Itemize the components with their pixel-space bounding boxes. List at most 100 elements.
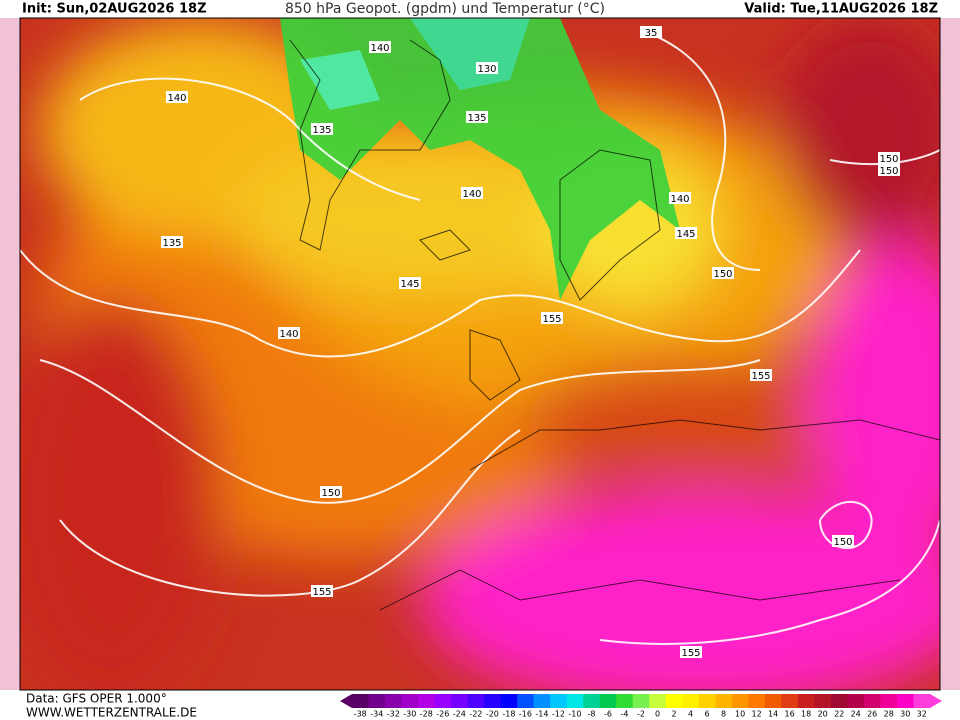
contour-label-box [541, 312, 563, 324]
data-source: Data: GFS OPER 1.000° [26, 692, 167, 706]
contour-label: 140 [670, 194, 689, 205]
contour-labels: 140 130 35 140 135 135 150 150 140 140 135 145 150 14… [161, 26, 900, 659]
colorbar-cell [467, 694, 485, 708]
colorbar-cell [583, 694, 601, 708]
colorbar-end [340, 694, 352, 708]
map-frame [19, 17, 941, 691]
colorbar-label: -38 [354, 710, 367, 719]
colorbar-label: 16 [785, 710, 795, 719]
init-time: Init: Sun,02AUG2026 18Z [22, 2, 207, 17]
colorbar-label: 24 [851, 710, 861, 719]
contour-label: 150 [879, 154, 898, 165]
contour-label-box [161, 236, 183, 248]
colorbar-label: 8 [721, 710, 726, 719]
colorbar-cell [649, 694, 667, 708]
colorbar-cell [352, 694, 370, 708]
colorbar-cell [434, 694, 452, 708]
colorbar-cell [632, 694, 650, 708]
colorbar-cell [698, 694, 716, 708]
contour-label: 135 [162, 238, 181, 249]
contour-label-box [750, 369, 772, 381]
colorbar-cell [451, 694, 469, 708]
contour-label: 135 [467, 113, 486, 124]
map-title: 850 hPa Geopot. (gpdm) und Temperatur (°… [285, 1, 605, 17]
colorbar-label: -22 [469, 710, 482, 719]
contour-label: 150 [321, 488, 340, 499]
contour-label-box [669, 192, 691, 204]
contour-label-box [311, 585, 333, 597]
contour-label-box [466, 111, 488, 123]
colorbar-label: 32 [917, 710, 927, 719]
colorbar-cell [682, 694, 700, 708]
website: WWW.WETTERZENTRALE.DE [26, 706, 197, 720]
contour-label: 155 [751, 371, 770, 382]
colorbar-end [930, 694, 942, 708]
colorbar-label: -2 [637, 710, 645, 719]
colorbar-cell [847, 694, 865, 708]
contour-label-box [399, 277, 421, 289]
contour-label: 140 [279, 329, 298, 340]
colorbar-cell [896, 694, 914, 708]
colorbar-label: 26 [867, 710, 877, 719]
colorbar-cell [814, 694, 832, 708]
contour-label-box [878, 152, 900, 164]
colorbar-cell [830, 694, 848, 708]
colorbar-cell [616, 694, 634, 708]
contour-label: 140 [370, 43, 389, 54]
colorbar-label: 4 [688, 710, 693, 719]
contour-label-box [878, 164, 900, 176]
colorbar-cell [566, 694, 584, 708]
contour-label-box [278, 327, 300, 339]
colorbar-label: -34 [370, 710, 383, 719]
colorbar-cell [550, 694, 568, 708]
contour-label: 140 [462, 189, 481, 200]
contour-label: 35 [645, 28, 658, 39]
colorbar-cell [484, 694, 502, 708]
colorbar-label: -12 [552, 710, 565, 719]
contour-label: 155 [312, 587, 331, 598]
contour-label-box [369, 41, 391, 53]
colorbar-label: 30 [900, 710, 910, 719]
colorbar-label: 0 [655, 710, 660, 719]
contour-label: 140 [167, 93, 186, 104]
colorbar-cell [599, 694, 617, 708]
colorbar-cell [385, 694, 403, 708]
contour-label-box [311, 123, 333, 135]
colorbar-cell [880, 694, 898, 708]
contour-label: 155 [681, 648, 700, 659]
colorbar-label: -20 [486, 710, 499, 719]
colorbar-label: 12 [752, 710, 762, 719]
colorbar-cell [517, 694, 535, 708]
colorbar-label: -24 [453, 710, 466, 719]
colorbar-cell [748, 694, 766, 708]
colorbar-cell [665, 694, 683, 708]
colorbar-label: -10 [568, 710, 581, 719]
contour-label-box [476, 62, 498, 74]
colorbar-cell [368, 694, 386, 708]
colorbar: -38 -34 -32 -30 -28 -26 -24 -22 -20 -18 -16 -14 -12-… [340, 694, 942, 719]
contour-label: 145 [676, 229, 695, 240]
colorbar-label: -14 [535, 710, 548, 719]
colorbar-cell [401, 694, 419, 708]
colorbar-label: -16 [519, 710, 532, 719]
colorbar-label: 28 [884, 710, 894, 719]
colorbar-cell [500, 694, 518, 708]
colorbar-label: 14 [768, 710, 778, 719]
colorbar-label: 6 [705, 710, 710, 719]
colorbar-cell [913, 694, 931, 708]
contour-label: 130 [477, 64, 496, 75]
colorbar-label: -6 [604, 710, 612, 719]
contour-label: 135 [312, 125, 331, 136]
colorbar-label: -18 [502, 710, 515, 719]
contour-label: 145 [400, 279, 419, 290]
contour-label: 150 [713, 269, 732, 280]
colorbar-cell [797, 694, 815, 708]
colorbar-cell [781, 694, 799, 708]
colorbar-label: 10 [735, 710, 745, 719]
colorbar-cell [764, 694, 782, 708]
colorbar-label: -28 [420, 710, 433, 719]
header-bar [0, 0, 960, 18]
colorbar-label: -30 [403, 710, 416, 719]
colorbar-label: 22 [834, 710, 844, 719]
